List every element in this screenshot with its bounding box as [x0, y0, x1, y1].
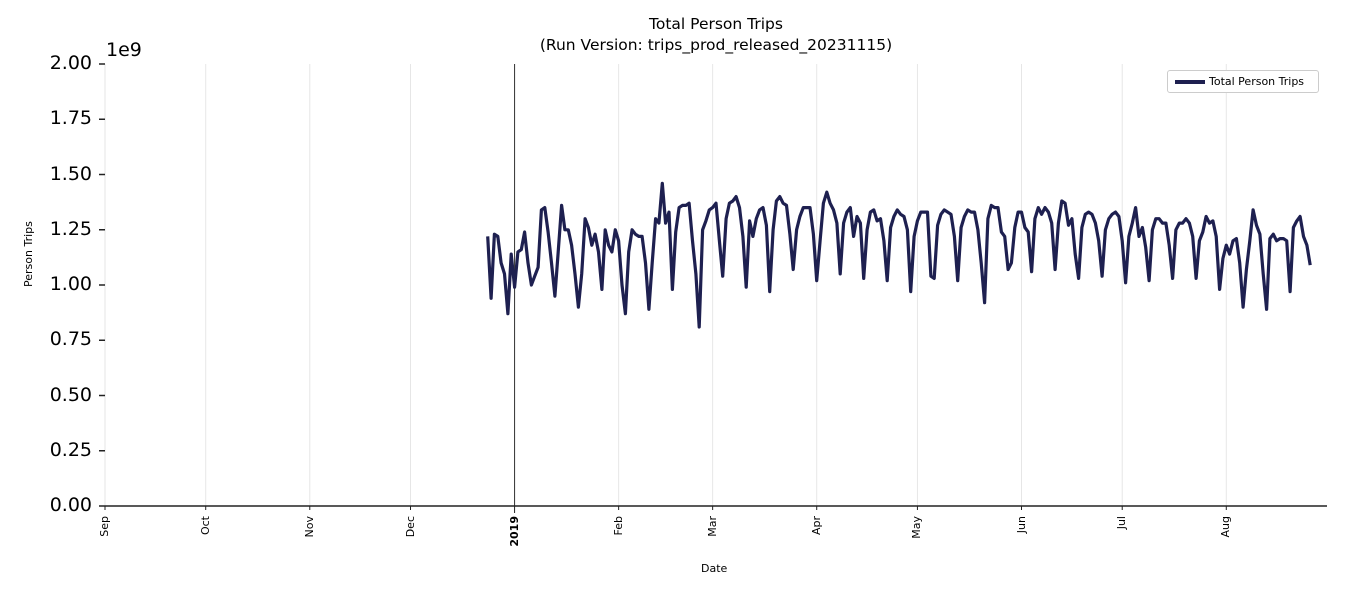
x-tick-label: Oct — [198, 516, 212, 536]
y-tick-label: 0.25 — [49, 438, 92, 461]
x-tick-label: Jun — [1014, 516, 1028, 534]
x-tick-label: Sep — [98, 516, 111, 537]
y-tick-label: 1.75 — [49, 107, 92, 130]
x-tick-label: May — [910, 516, 924, 539]
legend-line-swatch-icon — [1175, 80, 1205, 84]
x-tick-label: Apr — [809, 516, 823, 536]
legend-label: Total Person Trips — [1209, 75, 1305, 88]
y-tick-label: 0.50 — [49, 383, 92, 406]
x-axis-label: Date — [701, 562, 728, 575]
x-tick-label: Nov — [302, 516, 316, 538]
x-axis-ticks — [104, 506, 1227, 513]
y-axis-ticks — [99, 63, 105, 507]
y-tick-label: 1.50 — [49, 162, 92, 185]
x-tick-label: Mar — [705, 516, 719, 537]
x-tick-label: Dec — [403, 516, 417, 538]
y-tick-label: 2.00 — [49, 52, 92, 74]
x-tick-label: Jul — [1115, 516, 1129, 530]
y-tick-label: 1.25 — [49, 217, 92, 240]
y-tick-label: 0.75 — [49, 328, 92, 351]
y-tick-label: 1.00 — [49, 273, 92, 295]
chart-title: Total Person Trips — [649, 15, 783, 33]
x-tick-label: Feb — [611, 516, 625, 536]
x-tick-label: 2019 — [507, 516, 521, 547]
x-gridlines — [104, 64, 1227, 506]
legend: Total Person Trips — [1167, 70, 1319, 93]
chart-subtitle: (Run Version: trips_prod_released_202311… — [539, 36, 893, 54]
total-person-trips-line — [486, 181, 1312, 329]
x-tick-label: Aug — [1219, 516, 1233, 538]
y-tick-label: 0.00 — [49, 494, 92, 516]
y-axis-offset-text: 1e9 — [106, 39, 142, 61]
